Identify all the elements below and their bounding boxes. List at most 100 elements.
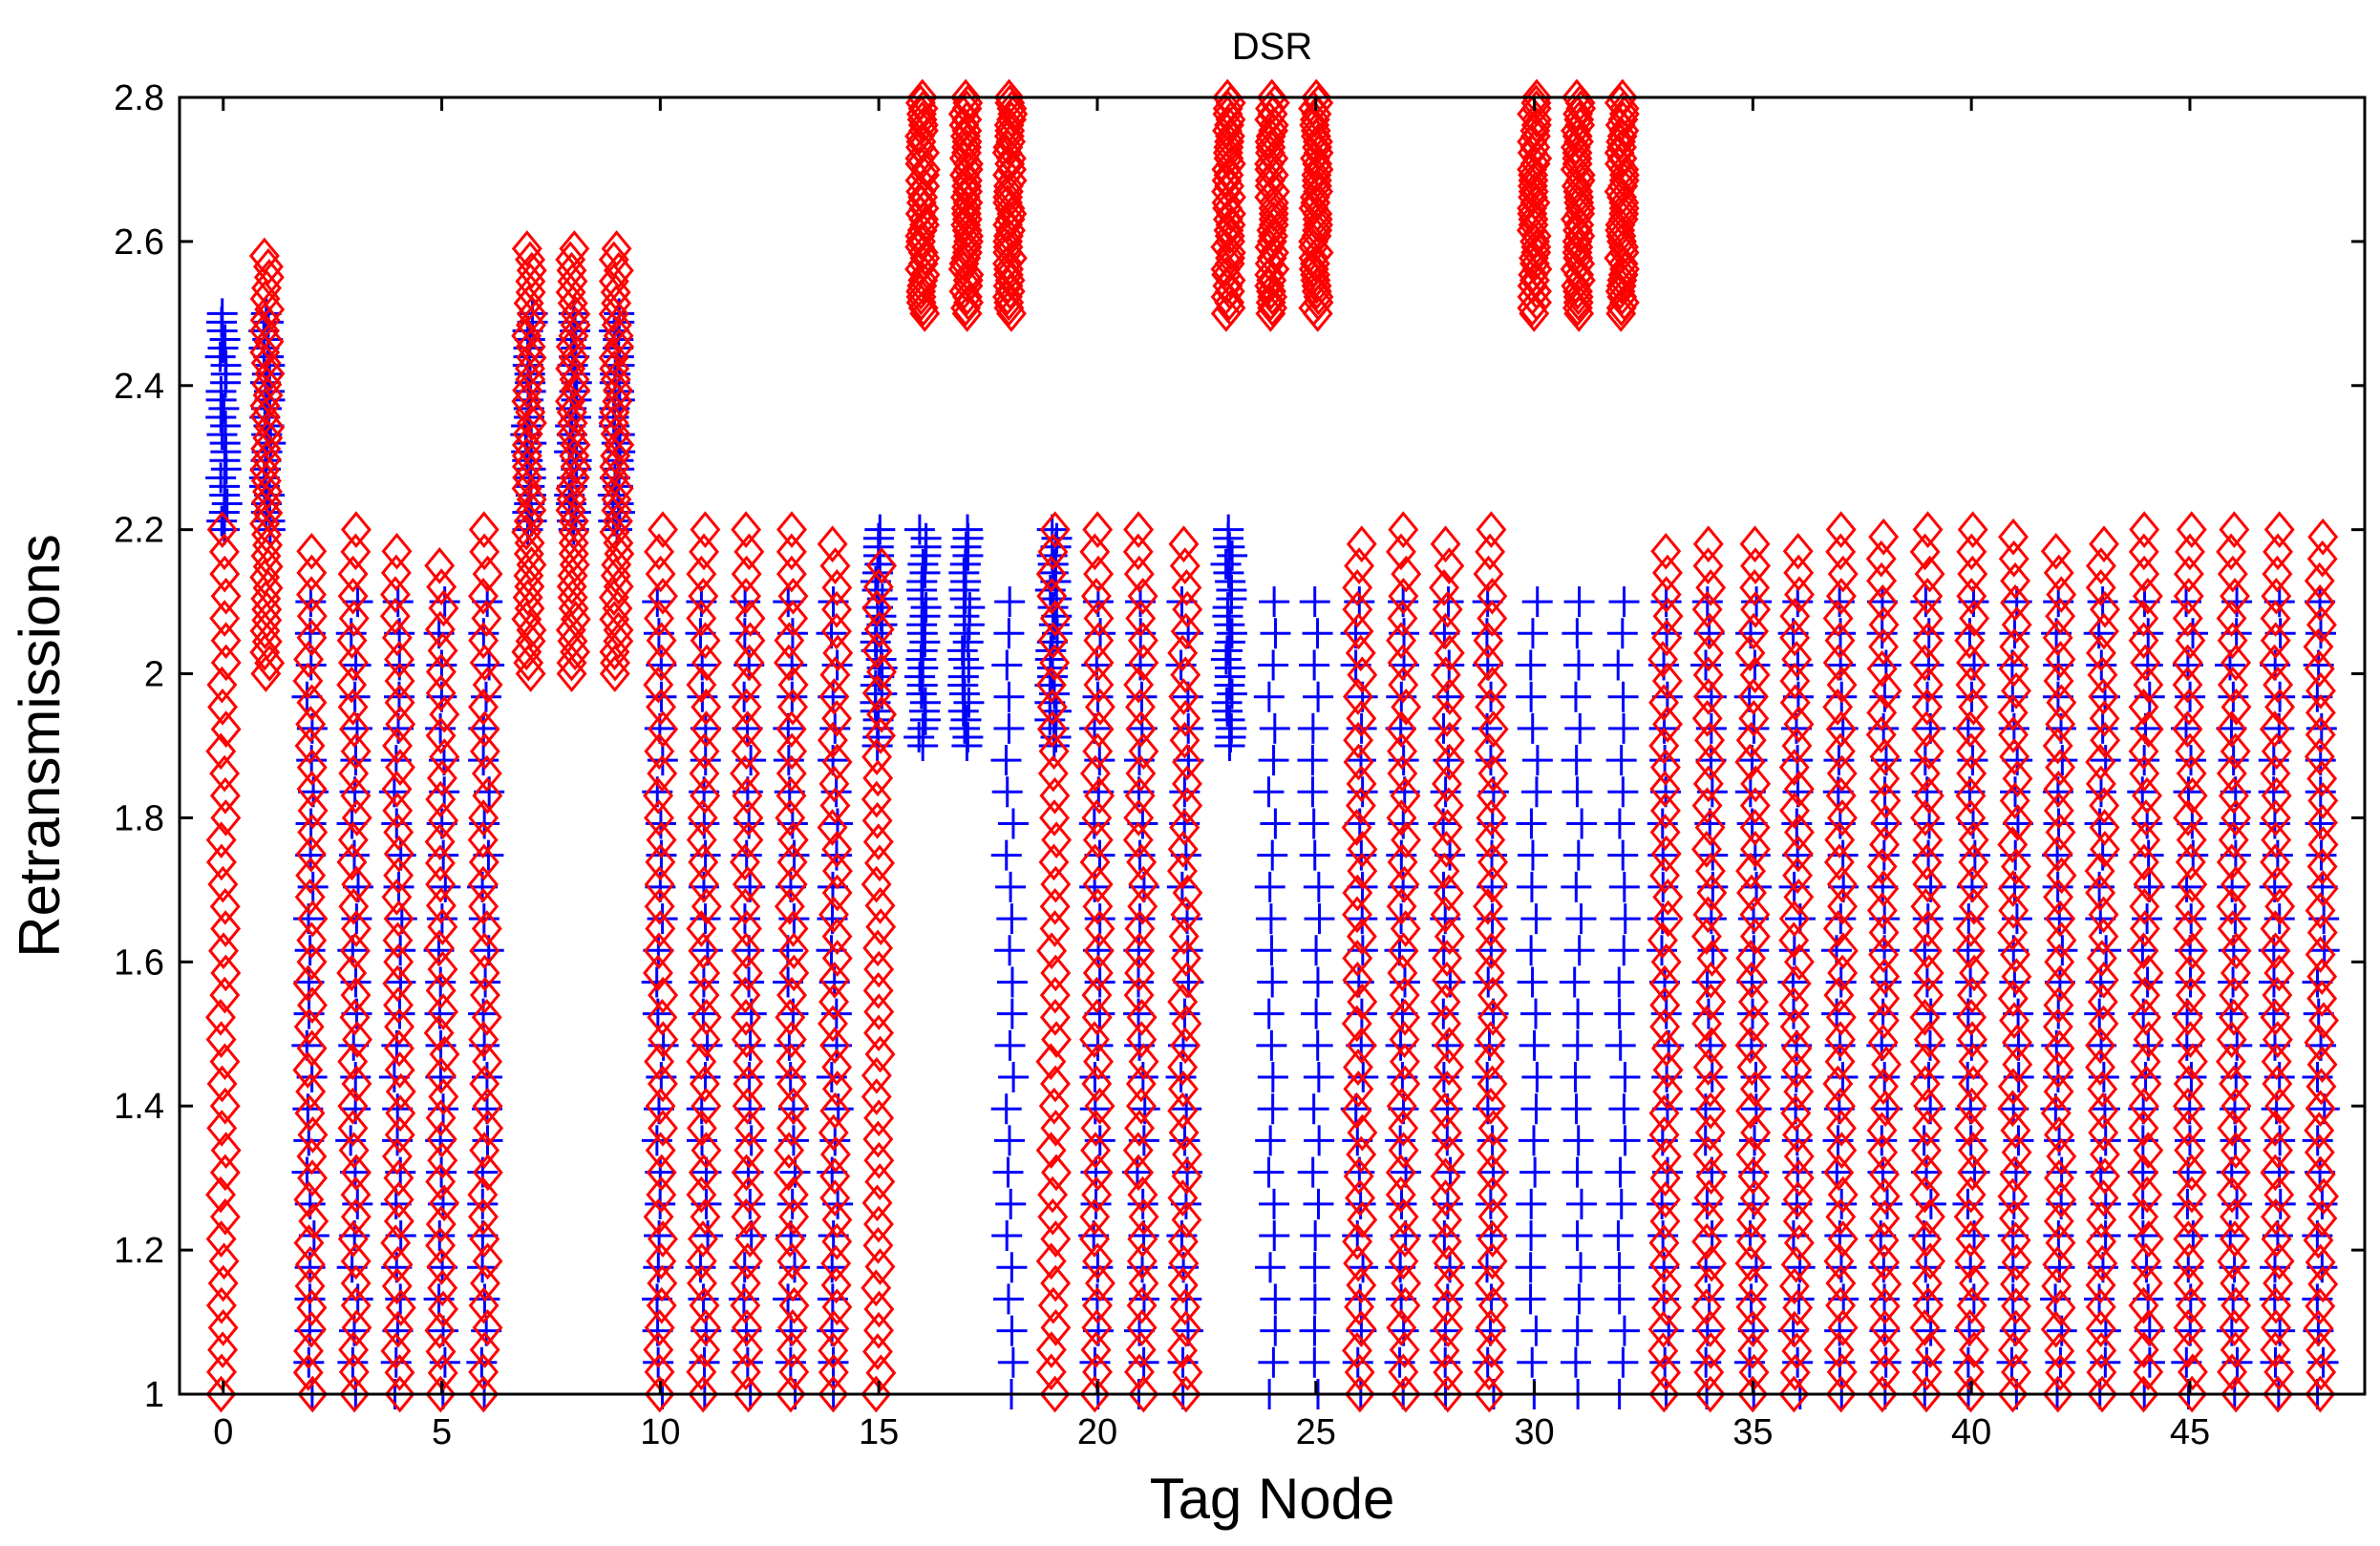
- diamond-marker: [1825, 710, 1857, 748]
- diamond-marker: [821, 700, 853, 737]
- diamond-marker: [1823, 1331, 1855, 1368]
- diamond-marker: [429, 695, 460, 733]
- diamond-marker: [1434, 1048, 1465, 1086]
- plus-marker: [1562, 1125, 1594, 1156]
- diamond-marker: [645, 555, 676, 593]
- diamond-marker: [1477, 1110, 1509, 1147]
- plus-marker: [1565, 1188, 1597, 1219]
- diamond-marker: [1035, 666, 1067, 704]
- plus-marker: [1604, 1029, 1636, 1061]
- diamond-marker: [340, 511, 372, 549]
- diamond-marker: [1695, 983, 1727, 1021]
- plus-marker: [210, 349, 242, 381]
- diamond-marker: [1518, 239, 1549, 277]
- diamond-marker: [1167, 1222, 1199, 1260]
- diamond-marker: [2087, 1375, 2118, 1413]
- plus-marker: [2085, 1156, 2116, 1188]
- diamond-marker: [1783, 1072, 1815, 1111]
- diamond-marker: [381, 1137, 413, 1175]
- diamond-marker: [643, 1331, 674, 1368]
- diamond-marker: [2041, 1267, 2072, 1305]
- diamond-marker: [1999, 1002, 2029, 1040]
- diamond-marker: [1649, 792, 1681, 830]
- diamond-marker: [252, 569, 284, 607]
- diamond-marker: [1122, 533, 1154, 571]
- diamond-marker: [468, 887, 499, 925]
- diamond-marker: [1347, 983, 1378, 1021]
- plus-marker: [473, 839, 504, 871]
- diamond-marker: [383, 1202, 414, 1240]
- diamond-marker: [686, 910, 717, 947]
- diamond-marker: [1911, 688, 1943, 726]
- diamond-marker: [467, 865, 499, 903]
- diamond-marker: [1040, 1110, 1072, 1147]
- diamond-marker: [906, 78, 938, 116]
- diamond-marker: [2264, 1087, 2296, 1125]
- diamond-marker: [2307, 826, 2339, 863]
- plus-marker: [1253, 681, 1285, 712]
- diamond-marker: [2173, 1220, 2204, 1258]
- diamond-marker: [1606, 262, 1638, 299]
- plus-marker: [1608, 1315, 1640, 1346]
- plus-marker: [1210, 548, 1242, 580]
- diamond-marker: [2176, 511, 2207, 549]
- diamond-marker: [209, 600, 241, 637]
- diamond-marker: [1825, 1021, 1856, 1058]
- diamond-marker: [1959, 1264, 1989, 1302]
- diamond-marker: [2306, 760, 2338, 797]
- diamond-marker: [730, 976, 761, 1014]
- diamond-marker: [1389, 1043, 1420, 1081]
- diamond-marker: [469, 533, 500, 571]
- diamond-marker: [776, 976, 807, 1014]
- diamond-marker: [2045, 1354, 2076, 1391]
- plus-marker: [1697, 839, 1729, 871]
- diamond-marker: [1128, 644, 1159, 682]
- diamond-marker: [513, 285, 544, 322]
- diamond-marker: [210, 577, 242, 615]
- diamond-marker: [953, 217, 984, 255]
- diamond-marker: [2175, 533, 2205, 571]
- diamond-marker: [1781, 1029, 1813, 1068]
- diamond-marker: [1782, 857, 1814, 895]
- diamond-marker: [1909, 1043, 1941, 1081]
- diamond-marker: [1473, 644, 1504, 682]
- diamond-marker: [429, 738, 460, 775]
- plus-marker: [1214, 609, 1245, 641]
- diamond-marker: [1170, 656, 1201, 694]
- diamond-marker: [863, 1014, 894, 1052]
- diamond-marker: [646, 644, 677, 682]
- diamond-marker: [1866, 848, 1898, 885]
- diamond-marker: [645, 843, 676, 881]
- diamond-marker: [1912, 1110, 1943, 1147]
- diamond-marker: [252, 247, 284, 286]
- diamond-marker: [1692, 656, 1724, 694]
- diamond-marker: [336, 666, 368, 704]
- diamond-marker: [1692, 547, 1724, 584]
- diamond-marker: [1779, 1007, 1811, 1046]
- diamond-marker: [1734, 1027, 1766, 1065]
- diamond-marker: [424, 1311, 456, 1349]
- diamond-marker: [1690, 918, 1722, 955]
- diamond-marker: [730, 1286, 761, 1324]
- diamond-marker: [469, 976, 500, 1014]
- diamond-marker: [644, 1043, 675, 1081]
- diamond-marker: [2133, 1021, 2164, 1058]
- diamond-marker: [337, 644, 369, 682]
- diamond-marker: [1432, 1201, 1462, 1239]
- diamond-marker: [1955, 666, 1987, 704]
- diamond-marker: [1778, 1310, 1810, 1348]
- diamond-marker: [776, 1021, 807, 1058]
- diamond-marker: [2133, 954, 2164, 992]
- diamond-marker: [776, 511, 807, 549]
- diamond-marker: [861, 780, 892, 818]
- diamond-marker: [689, 865, 719, 903]
- plus-marker: [1259, 586, 1290, 618]
- diamond-marker: [2308, 1002, 2339, 1040]
- diamond-marker: [1388, 1353, 1419, 1391]
- diamond-marker: [1781, 641, 1813, 678]
- diamond-marker: [603, 611, 634, 649]
- plus-marker: [291, 1156, 323, 1188]
- diamond-marker: [819, 656, 851, 694]
- diamond-marker: [424, 547, 456, 584]
- diamond-marker: [862, 929, 894, 967]
